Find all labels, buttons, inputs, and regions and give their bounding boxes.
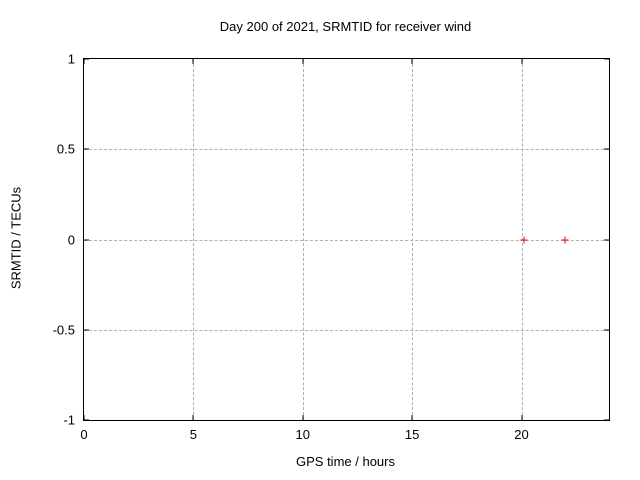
x-tick-top xyxy=(302,59,304,64)
y-gridline xyxy=(84,239,609,241)
x-tick-top xyxy=(192,59,194,64)
x-tick-label: 15 xyxy=(404,427,420,442)
y-gridline xyxy=(84,149,609,151)
x-tick-bottom xyxy=(411,415,413,420)
x-tick-label: 10 xyxy=(295,427,310,442)
x-tick-bottom xyxy=(83,415,85,420)
data-point-marker xyxy=(520,236,528,243)
y-tick-left xyxy=(84,329,89,331)
x-tick-top xyxy=(521,59,522,64)
y-tick-right xyxy=(604,148,609,150)
x-tick-top xyxy=(411,59,413,64)
y-tick-left xyxy=(84,58,89,60)
y-gridline xyxy=(84,329,609,331)
x-tick-bottom xyxy=(192,415,194,420)
x-tick-top xyxy=(83,59,85,64)
x-tick-label: 0 xyxy=(80,427,88,442)
x-tick-label: 20 xyxy=(514,427,529,442)
x-tick-bottom xyxy=(521,415,522,420)
y-tick-right xyxy=(604,239,609,240)
x-axis-label: GPS time / hours xyxy=(296,454,395,469)
y-tick-label: 0 xyxy=(67,232,75,247)
y-tick-left xyxy=(84,239,89,240)
y-tick-left xyxy=(84,419,89,421)
y-axis-label: SRMTID / TECUs xyxy=(8,186,24,290)
data-point-marker xyxy=(561,236,569,243)
y-tick-label: -0.5 xyxy=(52,322,75,338)
y-tick-right xyxy=(604,419,609,421)
y-tick-left xyxy=(84,148,89,150)
x-tick-label: 5 xyxy=(189,427,197,442)
x-tick-bottom xyxy=(302,415,304,420)
y-tick-right xyxy=(604,329,609,331)
y-tick-right xyxy=(604,58,609,60)
y-tick-label: -1 xyxy=(63,412,75,428)
y-tick-label: 0.5 xyxy=(56,141,75,157)
y-tick-label: 1 xyxy=(67,51,75,67)
plot-area: 0 5 10 15 20 -1 -0.5 0 0.5 1 xyxy=(53,52,610,442)
chart-title: Day 200 of 2021, SRMTID for receiver win… xyxy=(219,19,472,34)
